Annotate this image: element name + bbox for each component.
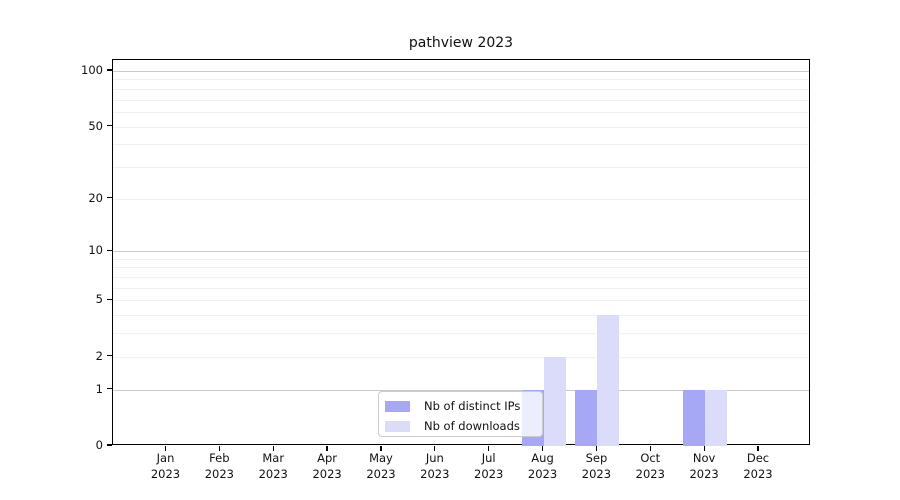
x-tick-label: Jul 2023 — [459, 451, 519, 482]
y-tick-label: 20 — [88, 190, 103, 205]
x-axis-tick — [272, 446, 274, 451]
x-tick-label-year: 2023 — [743, 466, 773, 481]
y-tick-label: 50 — [88, 118, 103, 133]
gridline-minor — [113, 356, 809, 358]
x-axis-tick — [488, 446, 490, 451]
y-axis-tick — [107, 197, 112, 199]
gridline-minor — [113, 258, 809, 260]
x-tick-label-month: Feb — [209, 451, 230, 465]
y-axis-tick — [107, 298, 112, 300]
gridline-major — [113, 251, 809, 253]
gridline-minor — [113, 144, 809, 146]
x-tick-label-year: 2023 — [581, 466, 612, 481]
legend-label-nb-of-distinct-ips: Nb of distinct IPs — [424, 399, 521, 413]
x-tick-label-month: Dec — [746, 451, 770, 465]
x-tick-label-year: 2023 — [474, 466, 504, 481]
plot-area — [112, 59, 810, 446]
legend-swatch-nb-of-downloads — [385, 420, 410, 432]
y-tick-label: 1 — [95, 381, 103, 396]
x-tick-label-month: Oct — [640, 451, 661, 465]
x-tick-label-year: 2023 — [366, 466, 396, 481]
x-axis-tick — [595, 446, 597, 451]
x-tick-label-year: 2023 — [420, 466, 450, 481]
x-tick-label-month: May — [369, 451, 393, 465]
x-axis-tick — [326, 446, 328, 451]
bar-nb-of-downloads-aug — [543, 356, 566, 446]
x-tick-label: Aug 2023 — [513, 451, 573, 482]
x-tick-label: Sep 2023 — [566, 451, 626, 482]
y-tick-label: 5 — [95, 292, 103, 307]
x-axis-tick — [164, 446, 167, 451]
y-axis-tick — [107, 355, 112, 357]
gridline-minor — [113, 277, 809, 279]
gridline-major — [113, 71, 809, 73]
y-tick-label: 2 — [95, 348, 103, 363]
gridline-minor — [113, 126, 809, 128]
x-tick-label-month: Jul — [481, 451, 496, 465]
gridline-minor — [113, 315, 809, 317]
legend: Nb of distinct IPs Nb of downloads — [378, 391, 543, 437]
legend-label-nb-of-downloads: Nb of downloads — [424, 419, 520, 433]
x-axis-tick — [541, 446, 544, 451]
y-axis-tick — [107, 69, 112, 71]
legend-entry-nb-of-downloads: Nb of downloads — [385, 416, 534, 436]
gridline-minor — [113, 198, 809, 200]
x-tick-label: Oct 2023 — [620, 451, 680, 482]
bar-nb-of-distinct-ips-nov — [683, 389, 706, 446]
gridline-minor — [113, 333, 809, 335]
x-axis-tick — [218, 446, 220, 451]
x-axis-tick — [649, 446, 651, 451]
gridline-major — [113, 389, 809, 391]
x-axis-tick — [757, 446, 759, 451]
x-tick-label-year: 2023 — [635, 466, 665, 481]
x-axis-tick — [380, 446, 382, 451]
y-tick-label: 0 — [95, 438, 103, 452]
x-tick-label-year: 2023 — [312, 466, 342, 481]
y-tick-label: 100 — [81, 63, 103, 78]
x-tick-label: May 2023 — [351, 451, 411, 482]
x-axis-tick — [703, 446, 705, 451]
x-axis-tick — [434, 446, 436, 451]
x-tick-label-month: Apr — [317, 451, 338, 465]
x-tick-label-year: 2023 — [150, 466, 181, 481]
y-axis-tick — [107, 124, 112, 127]
y-axis-tick — [107, 249, 112, 251]
legend-swatch-nb-of-distinct-ips — [385, 400, 410, 412]
x-tick-label-month: Aug — [531, 451, 554, 465]
x-tick-label: Mar 2023 — [243, 451, 303, 482]
x-tick-label-year: 2023 — [527, 466, 558, 481]
x-tick-label-month: Jun — [425, 451, 444, 465]
y-axis-tick — [107, 444, 112, 446]
bar-nb-of-downloads-sep — [597, 315, 620, 446]
x-tick-label-year: 2023 — [204, 466, 234, 481]
x-tick-label: Jan 2023 — [136, 451, 196, 482]
x-tick-label: Dec 2023 — [728, 451, 788, 482]
gridline-minor — [113, 88, 809, 90]
x-tick-label: Jun 2023 — [405, 451, 465, 482]
x-tick-label: Apr 2023 — [297, 451, 357, 482]
y-tick-label: 10 — [88, 243, 103, 258]
x-tick-label: Feb 2023 — [189, 451, 249, 482]
x-tick-label-month: Nov — [692, 451, 716, 465]
legend-entry-nb-of-distinct-ips: Nb of distinct IPs — [385, 396, 534, 416]
x-tick-label-year: 2023 — [689, 466, 719, 481]
x-tick-label-year: 2023 — [258, 466, 288, 481]
bar-nb-of-downloads-nov — [705, 389, 728, 446]
gridline-minor — [113, 99, 809, 101]
x-tick-label: Nov 2023 — [674, 451, 734, 482]
gridline-minor — [113, 300, 809, 302]
gridline-minor — [113, 79, 809, 81]
gridline-minor — [113, 267, 809, 269]
chart-title: pathview 2023 — [408, 35, 514, 51]
x-tick-label-month: Sep — [585, 451, 608, 465]
gridline-minor — [113, 166, 809, 168]
bar-nb-of-distinct-ips-sep — [575, 389, 598, 446]
x-tick-label-month: Jan — [156, 451, 175, 465]
gridline-minor — [113, 287, 809, 289]
y-axis-tick — [107, 388, 112, 390]
gridline-minor — [113, 111, 809, 113]
x-tick-label-month: Mar — [262, 451, 285, 465]
